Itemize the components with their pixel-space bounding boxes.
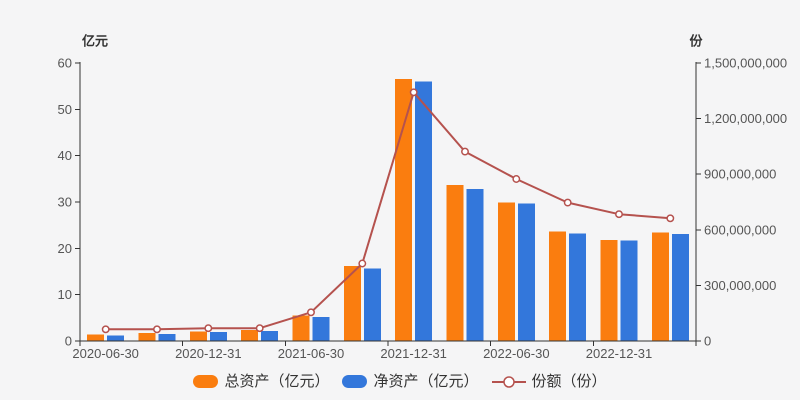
shares-line-marker[interactable] — [204, 324, 213, 333]
net-assets-bar[interactable] — [671, 234, 689, 341]
shares-line-marker[interactable] — [153, 325, 161, 334]
legend-item-label: 份额（份） — [531, 373, 607, 390]
legend: 总资产（亿元） 净资产（亿元） 份额（份） — [0, 374, 800, 389]
left-axis-tick-label: 30 — [58, 195, 72, 210]
net-assets-bar[interactable] — [363, 268, 381, 341]
right-axis-tick-label: 600,000,000 — [704, 222, 776, 237]
right-axis-tick-label: 300,000,000 — [704, 278, 776, 293]
shares-line-marker[interactable] — [101, 325, 110, 334]
legend-item-shares[interactable]: 份额（份） — [491, 373, 607, 390]
total-assets-bar[interactable] — [292, 315, 310, 342]
left-axis-tick-label: 50 — [58, 102, 72, 117]
net-assets-bar[interactable] — [620, 240, 638, 342]
right-axis-title: 份 — [689, 33, 703, 49]
net-assets-bar[interactable] — [517, 203, 535, 341]
total-assets-bar[interactable] — [395, 78, 413, 342]
shares-line-marker[interactable] — [512, 175, 521, 183]
shares-line[interactable] — [105, 91, 671, 331]
net-assets-bar[interactable] — [158, 334, 176, 341]
shares-line-marker[interactable] — [666, 214, 675, 223]
total-assets-bar[interactable] — [446, 184, 464, 341]
x-axis-tick-label: 2020-06-30 — [72, 346, 139, 361]
net-assets-bar[interactable] — [312, 316, 330, 341]
left-axis-tick-label: 20 — [58, 241, 72, 256]
shares-line-marker[interactable] — [255, 324, 264, 333]
total-assets-bar[interactable] — [497, 202, 515, 342]
x-axis-tick-label: 2021-06-30 — [278, 346, 345, 361]
left-axis-tick-label: 10 — [58, 287, 72, 302]
x-axis-tick-label: 2021-12-31 — [380, 346, 447, 361]
right-axis-tick-label: 1,200,000,000 — [704, 111, 787, 126]
right-axis-tick-label: 1,500,000,000 — [704, 56, 787, 71]
total-assets-bar[interactable] — [87, 334, 105, 342]
right-axis-tick-label: 900,000,000 — [704, 167, 776, 182]
net-assets-bar[interactable] — [261, 330, 279, 341]
shares-line-marker[interactable] — [409, 88, 418, 97]
net-assets-swatch-icon — [342, 375, 368, 388]
x-axis-tick-label: 2020-12-31 — [175, 346, 242, 361]
total-assets-bar[interactable] — [241, 329, 259, 341]
shares-line-marker[interactable] — [307, 308, 315, 317]
left-axis-tick-label: 40 — [58, 148, 72, 163]
net-assets-bar[interactable] — [466, 189, 484, 341]
shares-line-marker[interactable] — [615, 210, 623, 219]
net-assets-bar[interactable] — [415, 81, 433, 342]
shares-line-marker[interactable] — [358, 259, 367, 268]
shares-line-legend-icon — [491, 375, 526, 388]
total-assets-bar[interactable] — [343, 265, 361, 341]
shares-line-marker[interactable] — [563, 198, 572, 207]
total-assets-bar[interactable] — [600, 240, 618, 341]
net-assets-bar[interactable] — [569, 233, 587, 342]
net-assets-bar[interactable] — [209, 332, 227, 341]
right-axis-tick-label: 0 — [704, 334, 711, 349]
total-assets-bar[interactable] — [138, 333, 156, 341]
total-assets-bar[interactable] — [189, 331, 207, 341]
legend-item-total-assets[interactable]: 总资产（亿元） — [193, 374, 329, 389]
total-assets-bar[interactable] — [549, 231, 567, 341]
left-axis-tick-label: 0 — [65, 334, 72, 349]
x-axis-tick-label: 2022-06-30 — [483, 346, 550, 361]
x-axis-tick-label: 2022-12-31 — [586, 346, 653, 361]
left-axis-tick-label: 60 — [58, 56, 72, 71]
total-assets-swatch-icon — [193, 375, 219, 388]
legend-item-net-assets[interactable]: 净资产（亿元） — [342, 373, 479, 390]
left-axis-title: 亿元 — [81, 33, 109, 49]
total-assets-bar[interactable] — [651, 232, 669, 341]
shares-line-marker[interactable] — [461, 147, 469, 156]
legend-item-label: 净资产（亿元） — [373, 373, 479, 390]
legend-item-label: 总资产（亿元） — [224, 373, 330, 390]
net-assets-bar[interactable] — [107, 335, 125, 341]
